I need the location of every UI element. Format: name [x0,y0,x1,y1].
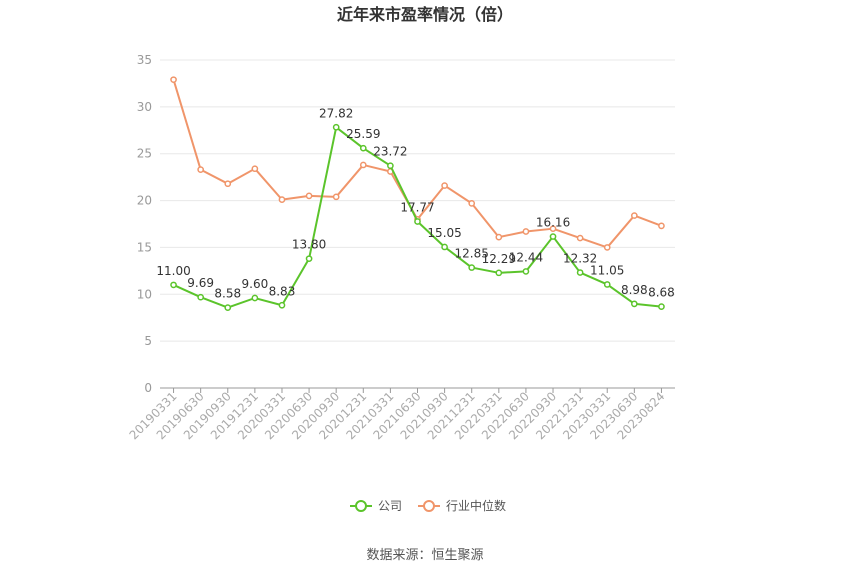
data-label: 8.83 [269,284,296,298]
data-label: 8.98 [621,283,648,297]
series-company: 11.009.698.589.608.83 13.80 27.82 25.59 23.7… [156,106,675,311]
data-point [332,193,340,201]
legend-item-industry-median[interactable]: 行业中位数 [418,498,506,513]
y-axis: 0 5 10 15 20 25 30 35 [137,53,152,395]
data-point [549,233,557,240]
data-label: 11.00 [156,264,190,278]
legend-marker [355,500,367,512]
data-point [332,123,340,131]
data-point [576,269,584,276]
data-point [495,233,503,241]
data-point [224,180,232,188]
y-tick-label: 0 [144,381,152,395]
data-point [224,304,232,311]
data-point [305,192,313,200]
data-point [576,234,584,242]
data-point [387,162,394,170]
data-point [170,281,177,289]
y-tick-label: 35 [137,53,152,67]
data-point [468,200,476,207]
data-point [603,281,611,288]
data-point [197,166,205,173]
y-tick-label: 25 [137,147,152,161]
data-label: 25.59 [346,127,380,141]
data-label: 12.32 [563,252,597,266]
data-point [495,269,503,277]
data-point [251,165,259,173]
data-point [603,244,611,251]
data-point [278,301,286,309]
data-label: 27.82 [319,106,353,120]
legend[interactable]: 公司 行业中位数 [350,498,506,513]
x-axis: 2019033120190630201909302019123120200331… [127,387,675,442]
data-point [359,144,367,152]
legend-label: 公司 [378,499,402,513]
data-point [468,264,476,271]
data-point [170,76,177,84]
data-label: 11.05 [590,263,624,277]
y-tick-label: 20 [137,194,152,208]
data-point [441,182,448,189]
data-label: 12.29 [482,252,516,266]
data-point [522,228,530,235]
y-tick-label: 15 [137,240,152,254]
legend-marker [423,500,435,512]
data-label: 9.69 [187,276,214,290]
grid [160,59,675,342]
data-point [441,243,448,251]
data-point [630,212,638,219]
data-label: 17.77 [400,200,434,214]
data-label: 15.05 [427,226,461,240]
data-point [630,300,638,308]
data-point [522,268,530,275]
data-label: 12.85 [455,247,489,261]
legend-item-company[interactable]: 公司 [350,499,402,513]
data-label: 12.44 [509,250,543,264]
y-tick-label: 5 [144,334,152,348]
data-point [197,293,205,301]
data-point [414,218,421,225]
data-point [549,225,557,233]
data-point [359,161,367,169]
data-point [278,196,286,203]
data-source: 数据来源：恒生聚源 [366,548,483,563]
chart-title: 近年来市盈率情况（倍） [337,5,513,24]
data-label: 9.60 [242,277,269,291]
data-point [251,294,259,302]
data-label: 23.72 [373,145,407,159]
data-label: 8.58 [214,287,241,301]
legend-label: 行业中位数 [446,498,506,513]
data-label: 8.68 [648,286,675,300]
y-tick-label: 10 [137,287,152,301]
data-label: 16.16 [536,216,570,230]
data-label: 13.80 [292,238,326,252]
data-point [305,255,313,263]
data-point [658,303,665,311]
data-point [658,222,665,230]
series-layer: 11.009.698.589.608.83 13.80 27.82 25.59 23.7… [156,76,675,311]
y-tick-label: 30 [137,100,152,114]
